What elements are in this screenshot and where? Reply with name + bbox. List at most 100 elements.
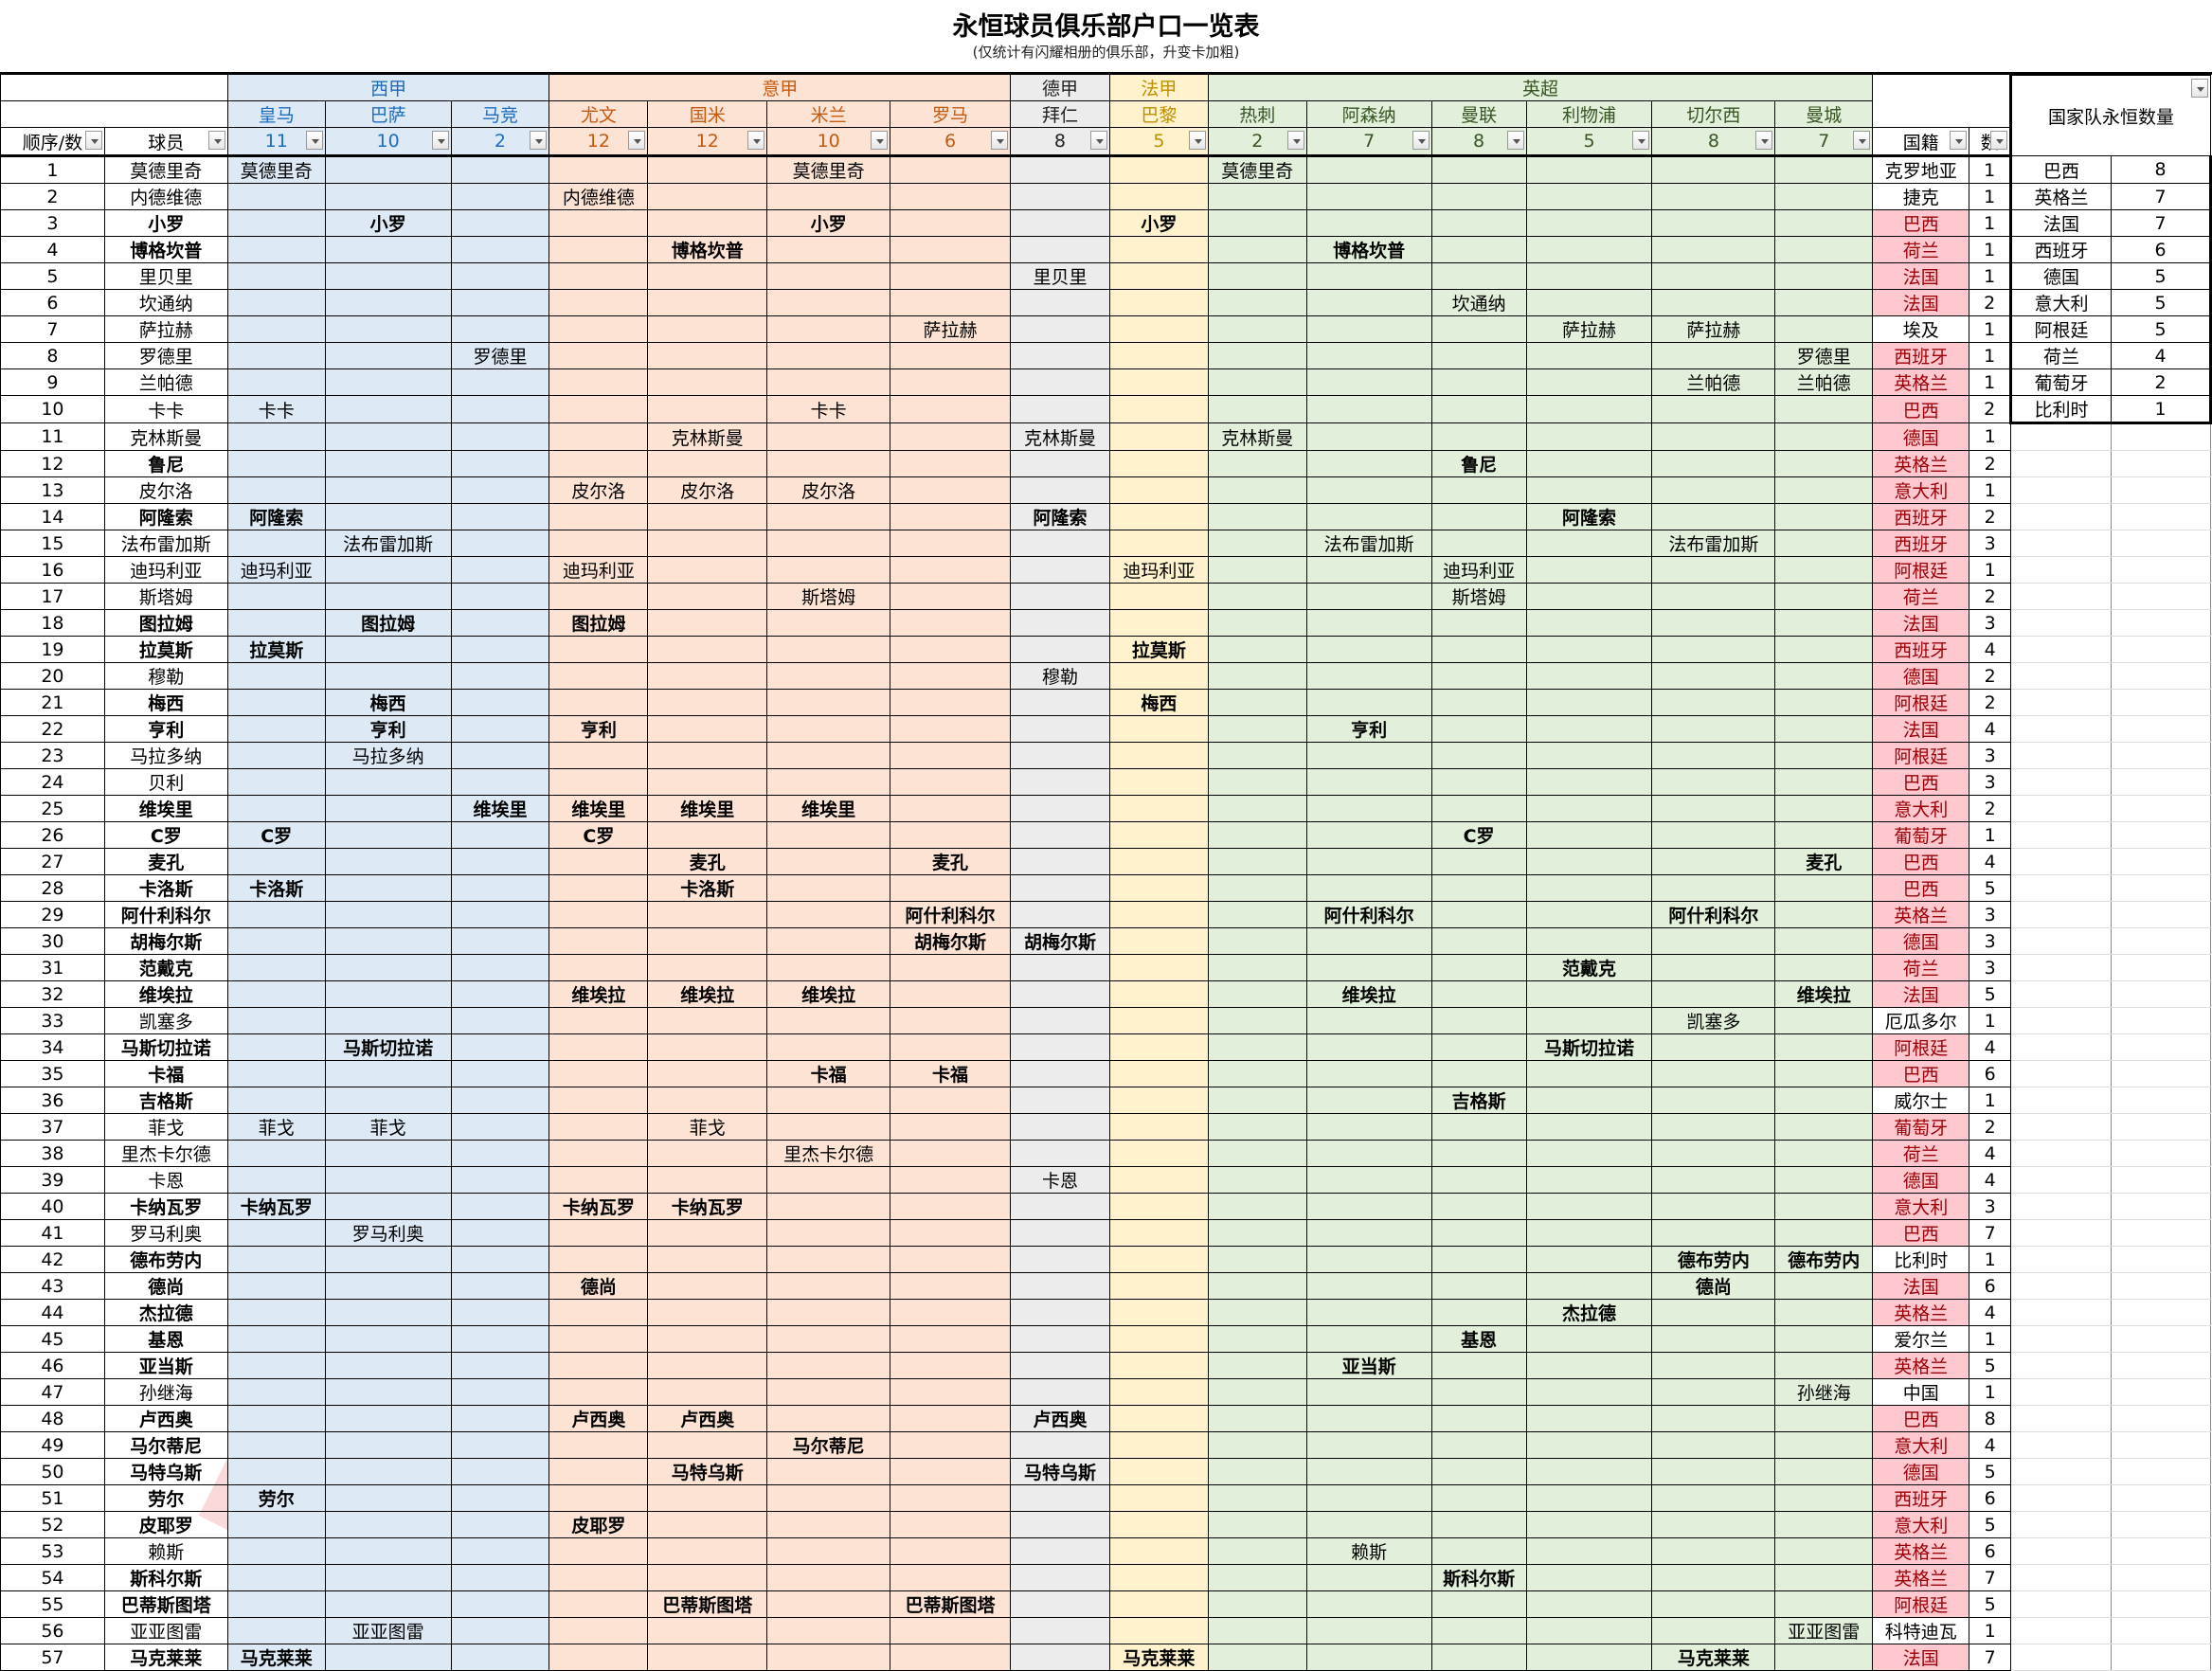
club-count: 8 (1430, 127, 1527, 157)
nationality-cell: 意大利 (1872, 1193, 1970, 1220)
num-cell: 5 (1969, 1590, 2012, 1618)
club-cell (647, 1431, 768, 1459)
num-cell: 4 (1969, 848, 2012, 875)
club-cell (226, 1352, 326, 1379)
club-cell (1010, 689, 1110, 716)
club-cell (647, 1087, 768, 1114)
num-cell: 1 (1969, 183, 2012, 210)
filter-dropdown-button[interactable] (431, 131, 449, 150)
filter-dropdown-button[interactable] (628, 131, 646, 150)
club-cell (1207, 1617, 1307, 1644)
empty-cell (2010, 848, 2112, 875)
club-cell: 拉莫斯 (226, 636, 326, 663)
club-cell: 卡卡 (766, 395, 891, 423)
table-row: 43 德尚 德尚 德尚 法国 6 (0, 1272, 2211, 1300)
filter-dropdown-button[interactable] (991, 131, 1009, 150)
summary-country: 葡萄牙 (2009, 368, 2112, 396)
club-cell: 阿隆索 (226, 503, 326, 530)
empty-cell (2111, 1033, 2211, 1061)
club-cell: 克林斯曼 (647, 422, 768, 451)
player-cell: 卡恩 (103, 1166, 228, 1194)
club-count: 2 (1207, 127, 1307, 157)
filter-dropdown-button[interactable] (1188, 131, 1206, 150)
player-cell: 迪玛利亚 (103, 556, 228, 584)
club-cell (1774, 556, 1874, 584)
nationality-cell: 巴西 (1872, 1405, 1970, 1432)
club-cell (1430, 662, 1527, 690)
club-cell (766, 1484, 891, 1512)
club-cell (1651, 821, 1776, 849)
club-cell (647, 1537, 768, 1565)
filter-dropdown-button[interactable] (1990, 131, 2008, 150)
empty-cell (2010, 530, 2112, 557)
club-cell (1430, 209, 1527, 237)
filter-dropdown-button[interactable] (207, 131, 225, 150)
club-cell: 萨拉赫 (890, 315, 1012, 343)
club-cell (1430, 1140, 1527, 1167)
table-row: 49 马尔蒂尼 马尔蒂尼 意大利 4 (0, 1431, 2211, 1459)
club-cell (549, 742, 649, 769)
filter-dropdown-button[interactable] (1950, 131, 1968, 150)
club-cell (1010, 742, 1110, 769)
club-cell (549, 155, 649, 184)
club-cell (324, 422, 452, 451)
club-cell: 迪玛利亚 (1430, 556, 1527, 584)
num-cell: 1 (1969, 1007, 2012, 1034)
table-row: 45 基恩 基恩 爱尔兰 1 (0, 1325, 2211, 1353)
club-cell (766, 1458, 891, 1485)
club-cell (1525, 980, 1653, 1008)
club-cell (450, 583, 550, 610)
filter-dropdown-button[interactable] (1286, 131, 1304, 150)
club-cell (1305, 395, 1432, 423)
club-cell: 法布雷加斯 (1305, 530, 1432, 557)
club-cell (226, 1060, 326, 1087)
filter-dropdown-button[interactable] (1632, 131, 1650, 150)
club-cell (226, 1007, 326, 1034)
filter-dropdown-button[interactable] (1506, 131, 1524, 150)
empty-cell (2111, 980, 2211, 1008)
nationality-header: 国籍 (1872, 127, 1970, 157)
order-cell: 1 (0, 155, 105, 184)
club-cell (1108, 422, 1209, 451)
nationality-cell: 克罗地亚 (1872, 155, 1970, 184)
club-cell (1207, 1484, 1307, 1512)
club-cell (1651, 1511, 1776, 1538)
filter-dropdown-button[interactable] (1853, 131, 1871, 150)
num-cell: 1 (1969, 236, 2012, 263)
filter-dropdown-button[interactable] (1412, 131, 1430, 150)
order-cell: 20 (0, 662, 105, 690)
club-cell (1774, 262, 1874, 290)
filter-dropdown-button[interactable] (84, 131, 102, 150)
filter-dropdown-button[interactable] (305, 131, 323, 150)
table-row: 47 孙继海 孙继海 中国 1 (0, 1378, 2211, 1406)
club-cell (1207, 583, 1307, 610)
club-cell (1651, 1033, 1776, 1061)
club-cell (1430, 1219, 1527, 1247)
empty-cell (2111, 1431, 2211, 1459)
club-cell (1525, 874, 1653, 902)
club-header: 巴萨 (324, 100, 452, 128)
club-cell (890, 289, 1012, 316)
nationality-cell: 阿根廷 (1872, 1033, 1970, 1061)
club-cell (450, 395, 550, 423)
order-cell: 31 (0, 954, 105, 981)
filter-dropdown-button[interactable] (871, 131, 889, 150)
club-cell (1525, 1458, 1653, 1485)
filter-dropdown-button[interactable] (747, 131, 765, 150)
club-cell (549, 1166, 649, 1194)
empty-cell (2111, 1246, 2211, 1273)
summary-country: 西班牙 (2009, 236, 2112, 263)
club-cell: 坎通纳 (1430, 289, 1527, 316)
club-cell (1108, 530, 1209, 557)
filter-dropdown-button[interactable] (2191, 79, 2208, 98)
club-cell (1430, 1537, 1527, 1565)
filter-dropdown-button[interactable] (1089, 131, 1107, 150)
empty-cell (2010, 715, 2112, 743)
filter-dropdown-button[interactable] (530, 131, 548, 150)
filter-dropdown-button[interactable] (1755, 131, 1773, 150)
club-cell (1108, 368, 1209, 396)
num-cell: 4 (1969, 636, 2012, 663)
empty-cell (2010, 980, 2112, 1008)
num-cell: 6 (1969, 1484, 2012, 1512)
nationality-cell: 意大利 (1872, 1511, 1970, 1538)
